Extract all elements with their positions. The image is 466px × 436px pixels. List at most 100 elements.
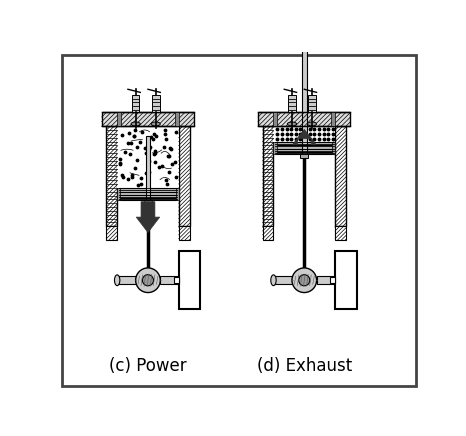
Point — [121, 148, 129, 155]
Bar — [176, 188, 179, 200]
Bar — [152, 95, 159, 112]
Bar — [106, 226, 117, 240]
Point — [141, 144, 149, 151]
Point — [143, 170, 150, 177]
Point — [125, 129, 132, 136]
Polygon shape — [136, 202, 160, 232]
Bar — [117, 276, 136, 284]
Bar — [146, 136, 150, 204]
Point — [137, 139, 144, 146]
Point — [160, 143, 167, 150]
Point — [124, 139, 132, 146]
Point — [116, 161, 123, 168]
Point — [137, 174, 145, 181]
Point — [130, 132, 137, 139]
Ellipse shape — [115, 275, 120, 286]
Circle shape — [299, 275, 310, 286]
Bar — [301, 154, 308, 158]
Bar — [263, 126, 274, 226]
Polygon shape — [293, 129, 316, 145]
Circle shape — [143, 275, 153, 286]
Bar — [330, 277, 335, 283]
Bar — [179, 226, 190, 240]
Bar — [179, 252, 200, 309]
Bar — [117, 112, 121, 126]
Bar — [274, 276, 292, 284]
Point — [118, 172, 126, 179]
Bar — [258, 112, 350, 126]
Bar — [335, 252, 356, 309]
Bar — [106, 126, 117, 226]
Point — [147, 143, 154, 150]
Point — [161, 130, 168, 137]
Bar — [274, 126, 335, 142]
Point — [166, 145, 173, 152]
Point — [158, 163, 165, 170]
Ellipse shape — [308, 122, 316, 126]
Point — [151, 150, 158, 157]
Ellipse shape — [151, 122, 160, 126]
Point — [172, 128, 180, 135]
Bar — [175, 112, 179, 126]
Point — [118, 132, 125, 139]
Bar — [302, 44, 307, 158]
Point — [128, 171, 136, 178]
Point — [165, 168, 173, 175]
Text: (d) Exhaust: (d) Exhaust — [257, 358, 352, 375]
Point — [145, 146, 152, 153]
Bar — [335, 126, 346, 226]
Point — [144, 162, 152, 169]
Point — [133, 157, 140, 164]
Bar — [274, 126, 335, 226]
Point — [147, 134, 155, 141]
Point — [150, 136, 157, 143]
Point — [162, 136, 170, 143]
Point — [150, 130, 158, 137]
Bar — [274, 112, 277, 126]
Point — [151, 150, 158, 157]
Point — [127, 139, 135, 146]
Point — [151, 159, 159, 166]
Point — [127, 151, 134, 158]
Bar — [117, 126, 179, 188]
Point — [152, 132, 160, 139]
Point — [138, 129, 145, 136]
Point — [144, 174, 152, 181]
Bar — [132, 95, 139, 112]
Bar — [335, 226, 346, 240]
Bar — [274, 142, 276, 154]
Point — [133, 144, 140, 151]
Bar — [160, 276, 179, 284]
Bar — [332, 142, 335, 154]
Point — [116, 159, 123, 166]
Bar — [263, 226, 274, 240]
Point — [124, 175, 132, 182]
Point — [142, 150, 150, 157]
Point — [167, 146, 174, 153]
Ellipse shape — [271, 275, 276, 286]
Point — [131, 127, 138, 134]
Point — [119, 174, 127, 181]
Bar — [174, 277, 179, 283]
Bar — [119, 188, 177, 200]
Point — [164, 152, 171, 159]
Bar — [102, 112, 194, 126]
Bar — [308, 95, 316, 112]
Ellipse shape — [288, 122, 296, 126]
Point — [165, 153, 173, 160]
Point — [163, 181, 171, 187]
Bar — [117, 188, 120, 200]
Point — [145, 168, 152, 175]
Point — [129, 174, 136, 181]
Bar — [316, 276, 335, 284]
Point — [163, 177, 170, 184]
Point — [145, 158, 152, 165]
Point — [155, 164, 163, 170]
Point — [151, 147, 159, 154]
Point — [116, 155, 124, 162]
Point — [131, 165, 139, 172]
Bar — [144, 200, 152, 204]
Point — [137, 181, 144, 187]
Point — [130, 132, 138, 139]
Point — [172, 174, 179, 181]
